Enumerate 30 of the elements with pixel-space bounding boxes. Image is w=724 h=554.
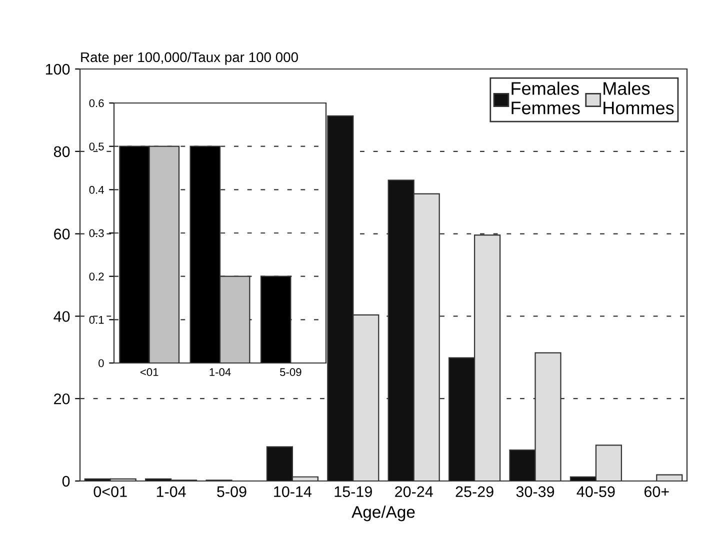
y-tick-label: 20 <box>54 393 70 404</box>
x-tick-label: 1-04 <box>210 368 231 376</box>
y-tick-label: 60 <box>54 228 70 240</box>
x-tick-label: 60+ <box>644 486 669 498</box>
y-tick-label: 100 <box>46 64 70 75</box>
legend-label: Females Femmes <box>512 82 580 114</box>
y-tick-label: 0 <box>98 359 104 368</box>
y-tick-label: 0.1 <box>89 316 104 324</box>
y-axis-title: Rate per 100,000/Taux par 100 000 <box>81 52 298 65</box>
x-tick-label: 25-29 <box>456 486 494 498</box>
legend-label: Males Hommes <box>604 82 674 114</box>
x-tick-label: 40-59 <box>576 486 615 498</box>
x-tick-label: 20-24 <box>395 486 433 498</box>
y-tick-label: 0.6 <box>89 99 104 108</box>
x-tick-label: 1-04 <box>156 486 186 498</box>
x-tick-label: 5-09 <box>217 486 246 498</box>
y-tick-label: 0 <box>62 476 70 487</box>
x-tick-label: 5-09 <box>280 368 302 376</box>
x-tick-label: 0<01 <box>94 486 127 498</box>
x-tick-label: 30-39 <box>516 486 554 498</box>
y-tick-label: 0.3 <box>89 229 104 238</box>
x-tick-label: 10-14 <box>274 486 312 498</box>
y-tick-label: 0.5 <box>89 142 104 150</box>
x-tick-label: 15-19 <box>334 486 372 498</box>
y-tick-label: 0.2 <box>89 272 104 280</box>
x-tick-label: <01 <box>140 368 158 376</box>
y-tick-label: 0.4 <box>89 186 104 194</box>
y-tick-label: 80 <box>54 146 70 158</box>
y-tick-label: 40 <box>54 311 70 322</box>
x-axis-title: Age/Age <box>352 506 415 522</box>
